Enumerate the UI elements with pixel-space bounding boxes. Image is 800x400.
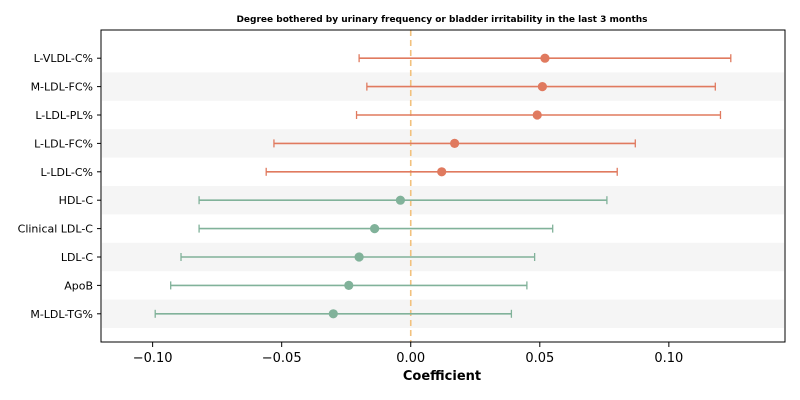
y-tick-label: M-LDL-TG% bbox=[30, 308, 93, 321]
x-axis: −0.10 −0.05 0.00 0.05 0.10 bbox=[133, 342, 683, 366]
estimate-point bbox=[328, 309, 338, 319]
estimate-point bbox=[354, 252, 364, 262]
y-tick-label: L-VLDL-C% bbox=[34, 52, 93, 65]
x-tick-label: −0.05 bbox=[262, 351, 302, 366]
estimate-point bbox=[532, 110, 542, 120]
x-tick-label: 0.00 bbox=[396, 351, 425, 366]
chart-title: Degree bothered by urinary frequency or … bbox=[236, 15, 647, 25]
x-tick-label: 0.10 bbox=[654, 351, 683, 366]
y-axis: L-VLDL-C% M-LDL-FC% L-LDL-PL% L-LDL-FC% L-LD… bbox=[18, 52, 101, 321]
estimate-points bbox=[328, 53, 550, 319]
estimate-point bbox=[437, 167, 447, 177]
x-tick-label: −0.10 bbox=[133, 351, 173, 366]
y-tick-label: M-LDL-FC% bbox=[31, 81, 93, 94]
y-tick-label: HDL-C bbox=[59, 194, 94, 207]
y-tick-label: LDL-C bbox=[61, 251, 94, 264]
y-tick-label: ApoB bbox=[64, 279, 93, 292]
estimate-point bbox=[540, 53, 550, 63]
x-axis-label: Coefficient bbox=[403, 369, 481, 384]
y-tick-label: L-LDL-C% bbox=[40, 166, 93, 179]
estimate-point bbox=[537, 82, 547, 92]
estimate-point bbox=[344, 280, 354, 290]
estimate-point bbox=[370, 224, 380, 234]
estimate-point bbox=[395, 195, 406, 205]
y-tick-label: L-LDL-FC% bbox=[34, 137, 93, 150]
x-tick-label: 0.05 bbox=[525, 351, 554, 366]
y-tick-label: L-LDL-PL% bbox=[35, 109, 93, 122]
estimate-point bbox=[450, 138, 460, 148]
plot-frame bbox=[100, 29, 786, 343]
y-tick-label: Clinical LDL-C bbox=[18, 223, 94, 236]
